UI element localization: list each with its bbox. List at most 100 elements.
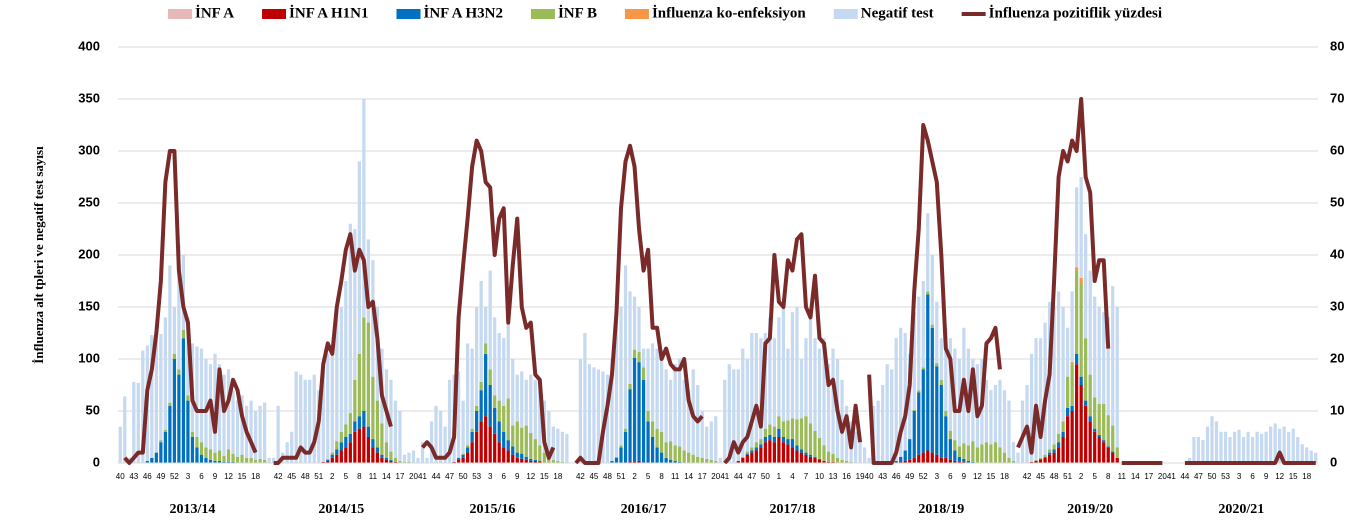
bar-segment: [1038, 458, 1043, 460]
bar-segment: [912, 411, 916, 458]
bar-segment: [1106, 317, 1110, 416]
bar-segment: [1305, 447, 1309, 463]
bar-segment: [542, 452, 546, 463]
bar-segment: [768, 434, 772, 441]
bar-segment: [1070, 362, 1074, 365]
bar-segment: [520, 453, 524, 459]
x-tick-label: 3: [1237, 472, 1242, 481]
bar-segment: [217, 364, 222, 451]
bar-segment: [921, 367, 925, 370]
x-tick-label: 5: [344, 472, 349, 481]
bar-segment: [380, 457, 384, 463]
bar-segment: [957, 461, 961, 463]
bar-segment: [772, 338, 777, 427]
bar-segment: [1097, 437, 1101, 463]
bar-segment: [330, 454, 334, 458]
bar-segment: [375, 400, 380, 448]
bar-segment: [1097, 434, 1101, 437]
bar-segment: [384, 442, 389, 458]
bar-segment: [213, 353, 217, 453]
bar-segment: [371, 376, 375, 440]
bar-segment: [736, 369, 740, 461]
bar-segment: [817, 438, 822, 459]
bar-segment: [759, 338, 763, 440]
bar-segment: [1034, 460, 1038, 463]
x-tick-label: 51: [314, 472, 323, 481]
bar-segment: [691, 454, 695, 463]
bar-segment: [781, 421, 786, 437]
x-tick-label: 12: [973, 472, 982, 481]
bar-segment: [1011, 442, 1016, 461]
bar-segment: [939, 385, 943, 458]
bar-segment: [339, 450, 343, 463]
bar-segment: [524, 459, 528, 463]
bar-segment: [208, 459, 213, 463]
bar-segment: [899, 327, 903, 457]
bar-segment: [488, 426, 492, 463]
bar-segment: [939, 379, 943, 385]
bar-segment: [736, 460, 740, 463]
bar-segment: [980, 444, 984, 463]
bar-segment: [366, 437, 370, 463]
bar-segment: [1255, 431, 1259, 463]
bar-segment: [475, 405, 479, 411]
bar-segment: [763, 333, 767, 429]
bar-segment: [578, 359, 583, 463]
legend-label: İnfluenza ko-enfeksiyon: [652, 4, 806, 21]
y2-tick-label: 60: [1330, 142, 1344, 157]
bar-segment: [515, 452, 519, 458]
bar-segment: [461, 400, 465, 454]
bar-segment: [1287, 431, 1291, 463]
bar-segment: [1228, 437, 1232, 463]
bar-segment: [921, 369, 925, 453]
bar-segment: [195, 447, 199, 463]
bar-segment: [763, 428, 767, 437]
bar-segment: [353, 431, 357, 463]
bar-segment: [998, 379, 1002, 448]
bar-segment: [664, 442, 668, 458]
bar-segment: [398, 460, 402, 463]
legend-label: İNF B: [558, 4, 597, 21]
bar-segment: [1219, 431, 1223, 463]
x-tick-label: 40: [116, 472, 125, 481]
bar-segment: [610, 359, 614, 461]
bar-segment: [1079, 177, 1083, 278]
bar-segment: [944, 327, 948, 411]
bar-segment: [357, 428, 361, 463]
bar-segment: [772, 442, 777, 463]
bar-segment: [903, 460, 907, 463]
bar-segment: [808, 423, 813, 455]
bar-segment: [849, 461, 853, 463]
legend-label: İNF A: [195, 4, 234, 21]
y-tick-label: 300: [78, 142, 100, 157]
bar-segment: [754, 442, 758, 448]
bar-segment: [1115, 457, 1119, 463]
bar-segment: [335, 307, 339, 442]
bar-segment: [813, 338, 817, 431]
season-label: 2017/18: [769, 502, 815, 517]
bar-segment: [416, 457, 420, 463]
bar-segment: [583, 333, 587, 463]
bar-segment: [678, 359, 682, 447]
bar-segment: [389, 451, 393, 460]
x-tick-label: 43: [129, 472, 138, 481]
bar-segment: [150, 335, 154, 458]
bar-segment: [917, 390, 921, 393]
bar-segment: [650, 343, 655, 422]
bar-segment: [727, 364, 731, 463]
bar-segment: [596, 369, 601, 463]
bar-segment: [362, 99, 366, 318]
bar-segment: [817, 348, 822, 439]
bar-segment: [253, 459, 258, 463]
bar-segment: [1205, 426, 1210, 463]
bar-segment: [159, 334, 163, 441]
x-tick-label: 40: [865, 472, 874, 481]
bar-segment: [899, 456, 903, 462]
bar-segment: [1187, 457, 1192, 463]
bar-segment: [556, 460, 560, 463]
season-label: 2015/16: [469, 502, 515, 517]
bar-segment: [1052, 449, 1056, 453]
bar-segment: [1246, 431, 1250, 463]
bar-segment: [326, 459, 330, 461]
bar-segment: [511, 446, 515, 455]
